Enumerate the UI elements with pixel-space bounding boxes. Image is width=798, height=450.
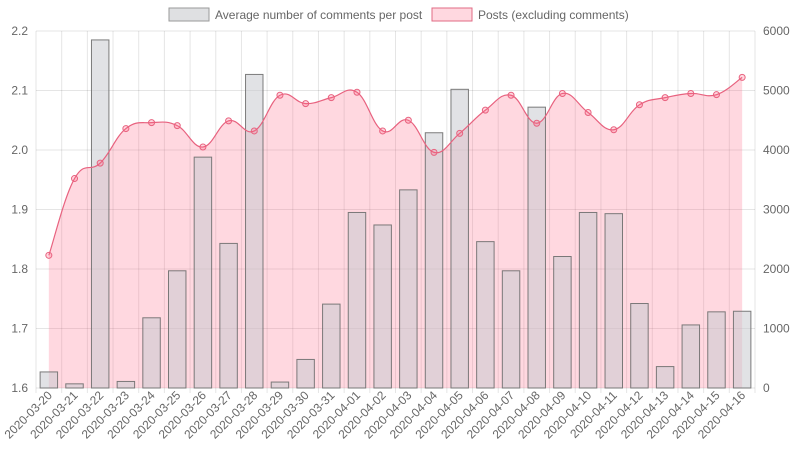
grid [35,30,756,393]
bar-2020-04-06 [476,241,495,389]
bar-2020-03-30 [296,358,315,389]
bar-2020-03-29 [270,381,290,389]
bar-2020-03-31 [322,303,341,389]
bar-2020-03-25 [168,270,187,389]
point-2020-03-21 [71,175,79,183]
point-2020-03-24 [148,119,156,127]
bar-2020-03-28 [245,73,264,389]
point-2020-04-03 [404,116,412,124]
bar-2020-04-03 [399,189,418,389]
bar-2020-04-15 [707,311,726,389]
bar-2020-03-24 [142,317,161,389]
x-axis: 2020-03-202020-03-212020-03-222020-03-23… [2,388,749,442]
point-2020-04-10 [584,109,592,117]
bar-2020-04-13 [655,366,675,389]
y-right-tick-label: 2000 [763,262,790,276]
point-2020-04-09 [558,89,566,97]
point-2020-04-05 [456,129,464,137]
legend-item-comments[interactable]: Average number of comments per post [168,7,423,22]
bar-2020-03-27 [219,242,238,389]
bar-2020-04-07 [501,270,521,389]
point-2020-04-14 [687,89,695,97]
y-right-tick-label: 4000 [763,143,790,157]
y-right-tick-label: 1000 [763,322,790,336]
bar-2020-04-01 [347,211,367,389]
legend-label-posts: Posts (excluding comments) [478,8,629,22]
legend-swatch-posts [431,7,473,22]
point-2020-03-25 [173,122,181,130]
bar-2020-03-23 [116,380,136,389]
bar-2020-03-22 [90,39,110,389]
y-left-tick-label: 2.1 [11,84,28,98]
point-2020-03-27 [225,117,233,125]
point-2020-04-15 [712,91,720,99]
point-2020-03-26 [199,143,207,151]
point-2020-03-28 [250,127,258,135]
bar-2020-04-08 [527,106,546,389]
point-2020-04-01 [353,88,361,96]
y-left-tick-label: 1.8 [11,262,28,276]
bar-2020-04-04 [424,132,444,389]
bar-2020-03-26 [193,156,213,389]
point-2020-03-20 [45,251,53,259]
point-2020-04-12 [635,101,643,109]
posts-points [45,73,746,259]
y-right-tick-label: 6000 [763,24,790,38]
bar-2020-03-20 [39,371,59,389]
point-2020-04-16 [738,73,746,81]
y-left-tick-label: 2.0 [11,143,28,157]
y-left-axis: 1.6 1.7 1.8 1.9 2.0 2.1 2.2 [11,24,28,395]
point-2020-03-30 [302,100,310,108]
point-2020-03-31 [327,94,335,102]
posts-line [48,76,743,256]
point-2020-04-02 [379,127,387,135]
point-2020-03-23 [122,125,130,133]
y-right-tick-label: 0 [763,381,770,395]
point-2020-03-22 [96,159,104,167]
legend-item-posts[interactable]: Posts (excluding comments) [431,7,629,22]
y-left-tick-label: 1.7 [11,322,28,336]
legend: Average number of comments per post Post… [168,7,629,22]
bar-2020-04-16 [732,310,752,389]
bar-2020-04-09 [553,256,572,389]
y-right-axis: 0 1000 2000 3000 4000 5000 6000 [763,24,790,395]
bar-2020-04-11 [604,213,623,389]
y-left-tick-label: 1.6 [11,381,28,395]
point-2020-04-07 [507,91,515,99]
bar-2020-04-05 [450,88,469,389]
bar-2020-04-12 [630,303,649,389]
y-right-tick-label: 3000 [763,203,790,217]
point-2020-04-13 [661,94,669,102]
legend-label-comments: Average number of comments per post [215,8,423,22]
legend-swatch-comments [168,7,210,22]
bar-2020-04-10 [578,211,598,389]
point-2020-04-06 [481,106,489,114]
bar-2020-04-02 [373,224,392,389]
y-left-tick-label: 2.2 [11,24,28,38]
point-2020-03-29 [276,91,284,99]
comments-bars [39,39,752,389]
posts-line-path [48,76,743,256]
point-2020-04-04 [430,148,438,156]
y-left-tick-label: 1.9 [11,203,28,217]
point-2020-04-11 [610,126,618,134]
bar-2020-03-21 [65,383,84,389]
point-2020-04-08 [533,119,541,127]
bar-2020-04-14 [681,324,701,389]
y-right-tick-label: 5000 [763,84,790,98]
